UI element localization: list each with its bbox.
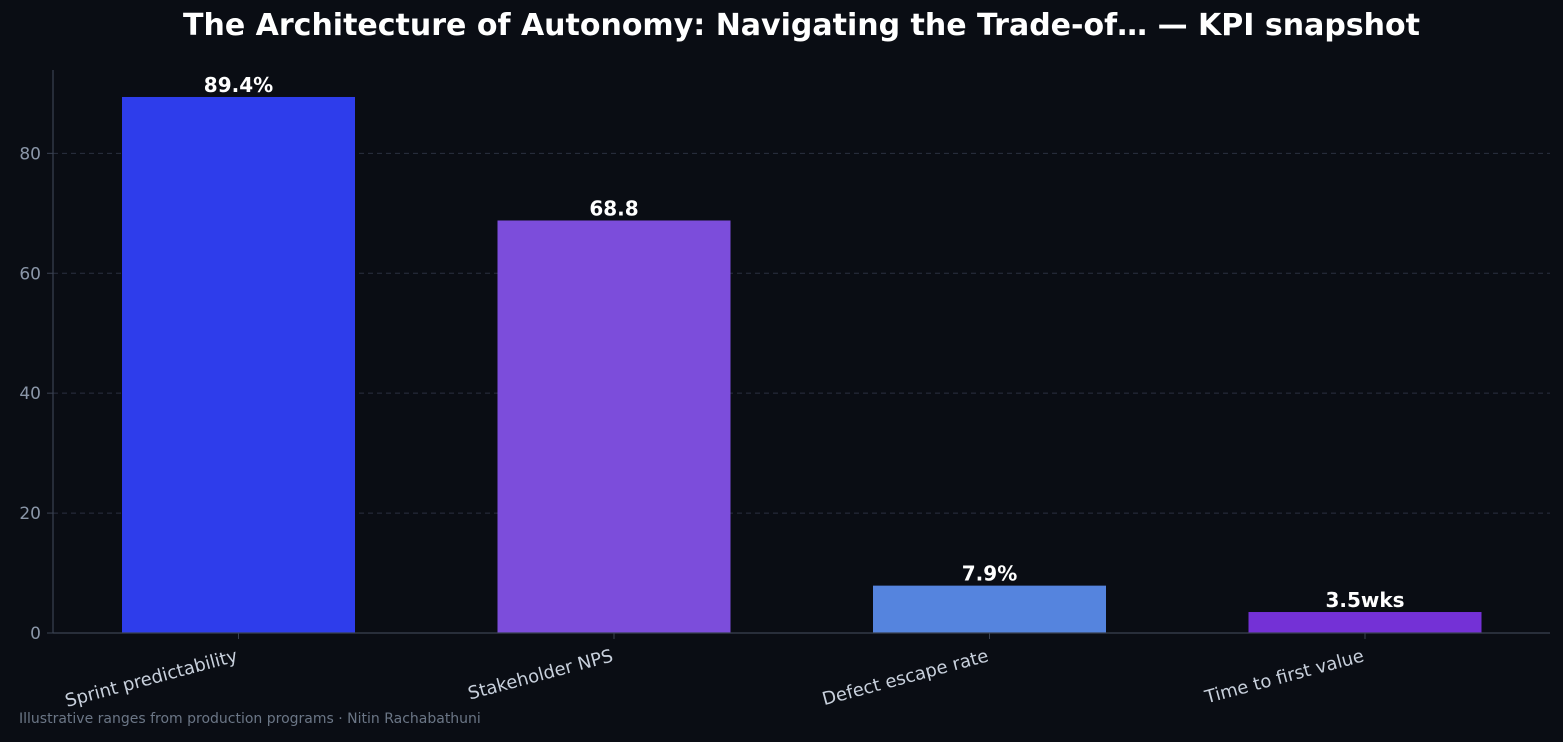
bar <box>122 96 355 633</box>
data-label: 3.5wks <box>1325 588 1404 612</box>
x-tick-label: Sprint predictability <box>63 645 240 711</box>
axes <box>52 70 1550 634</box>
data-label: 89.4% <box>204 73 273 97</box>
x-axis-ticks: Sprint predictability Stakeholder NPS Defe… <box>63 633 1366 712</box>
y-tick-label: 0 <box>30 624 41 644</box>
y-tick-label: 20 <box>19 504 41 524</box>
data-label: 68.8 <box>589 196 638 220</box>
data-labels: 89.4% 68.8 7.9% 3.5wks <box>204 73 1405 612</box>
data-label: 7.9% <box>962 562 1017 586</box>
x-tick-label: Defect escape rate <box>820 646 991 711</box>
chart-title: The Architecture of Autonomy: Navigating… <box>183 8 1420 43</box>
x-tick-label: Stakeholder NPS <box>466 646 616 705</box>
y-tick-label: 60 <box>19 264 41 284</box>
bar <box>497 220 731 633</box>
y-axis-ticks: 0 20 40 60 80 <box>19 144 53 644</box>
y-tick-label: 40 <box>19 384 41 404</box>
grid-lines <box>53 152 1550 514</box>
y-tick-label: 80 <box>19 144 41 164</box>
footnote: Illustrative ranges from production prog… <box>19 711 481 727</box>
bar <box>873 585 1106 633</box>
bar <box>1248 612 1482 633</box>
bars <box>122 96 1482 633</box>
x-tick-label: Time to first value <box>1202 646 1366 709</box>
